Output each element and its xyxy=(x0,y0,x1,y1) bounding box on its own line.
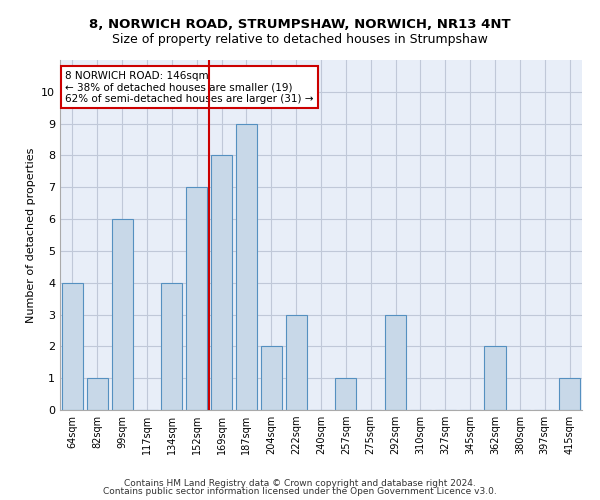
Bar xyxy=(261,346,282,410)
Bar xyxy=(112,219,133,410)
Bar xyxy=(484,346,506,410)
Text: 8 NORWICH ROAD: 146sqm
← 38% of detached houses are smaller (19)
62% of semi-det: 8 NORWICH ROAD: 146sqm ← 38% of detached… xyxy=(65,70,314,104)
Text: Contains public sector information licensed under the Open Government Licence v3: Contains public sector information licen… xyxy=(103,488,497,496)
Text: Contains HM Land Registry data © Crown copyright and database right 2024.: Contains HM Land Registry data © Crown c… xyxy=(124,478,476,488)
Bar xyxy=(186,188,207,410)
Bar xyxy=(385,314,406,410)
Bar xyxy=(335,378,356,410)
Bar xyxy=(286,314,307,410)
Bar xyxy=(161,282,182,410)
Bar xyxy=(236,124,257,410)
Y-axis label: Number of detached properties: Number of detached properties xyxy=(26,148,35,322)
Bar xyxy=(211,156,232,410)
Bar xyxy=(559,378,580,410)
Bar xyxy=(87,378,108,410)
Text: Size of property relative to detached houses in Strumpshaw: Size of property relative to detached ho… xyxy=(112,32,488,46)
Bar xyxy=(62,282,83,410)
Text: 8, NORWICH ROAD, STRUMPSHAW, NORWICH, NR13 4NT: 8, NORWICH ROAD, STRUMPSHAW, NORWICH, NR… xyxy=(89,18,511,30)
